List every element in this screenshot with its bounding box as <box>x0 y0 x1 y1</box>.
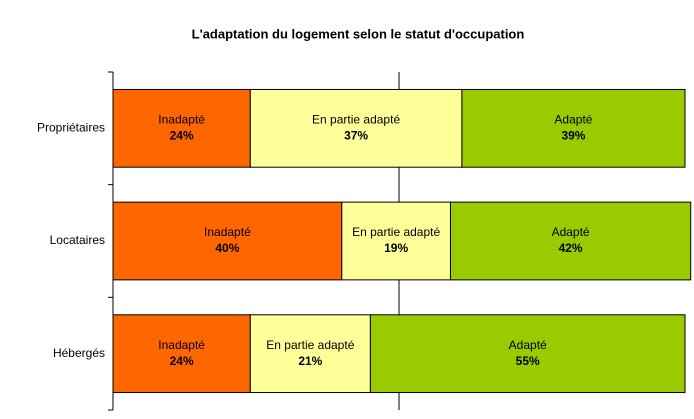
value-label: 42% <box>559 241 583 255</box>
value-label: 24% <box>170 354 194 368</box>
segment-name: En partie adapté <box>312 113 400 127</box>
value-label: 39% <box>561 129 585 143</box>
segment-name: Adapté <box>509 338 547 352</box>
segment-name: Adapté <box>552 225 590 239</box>
chart-title: L'adaptation du logement selon le statut… <box>192 26 525 41</box>
segment-name: Inadapté <box>204 225 251 239</box>
segment-name: Inadapté <box>158 338 205 352</box>
y-tick-label: Propriétaires <box>37 121 105 135</box>
bar-segment <box>249 314 371 394</box>
value-label: 24% <box>170 129 194 143</box>
segment-name: En partie adapté <box>352 225 440 239</box>
bar-segment <box>112 314 251 394</box>
bar-segment <box>112 201 343 281</box>
segment-name: Adapté <box>554 113 592 127</box>
bar-segment <box>112 88 251 168</box>
value-label: 37% <box>344 129 368 143</box>
bar-segment <box>449 201 692 281</box>
segment-name: Inadapté <box>158 113 205 127</box>
value-label: 55% <box>516 354 540 368</box>
value-label: 21% <box>298 354 322 368</box>
bar-segment <box>369 314 686 394</box>
value-label: 40% <box>215 241 239 255</box>
segment-name: En partie adapté <box>266 338 354 352</box>
y-tick-label: Locataires <box>50 233 105 247</box>
bar-segment <box>461 88 686 168</box>
value-label: 19% <box>384 241 408 255</box>
y-tick-label: Hébergés <box>53 346 105 360</box>
bar-segment <box>341 201 451 281</box>
